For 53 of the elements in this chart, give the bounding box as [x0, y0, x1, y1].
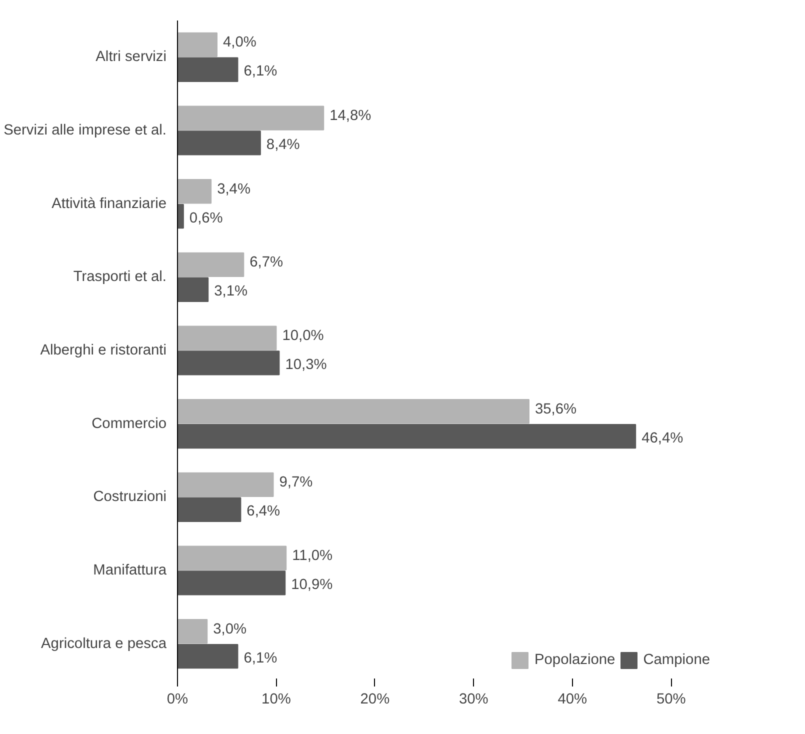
- bar: [178, 644, 238, 669]
- bar: [178, 204, 184, 229]
- bar: [178, 252, 244, 278]
- legend-label: Campione: [643, 652, 710, 668]
- bar: [178, 619, 208, 644]
- data-label: 35,6%: [534, 401, 577, 418]
- data-label: 10,9%: [291, 576, 333, 593]
- data-label: 10,0%: [282, 328, 324, 344]
- x-tick-label: 50%: [656, 692, 686, 708]
- bar: [178, 277, 209, 302]
- data-label: 3,1%: [214, 284, 248, 300]
- bar: [178, 350, 280, 376]
- data-label: 14,8%: [330, 108, 372, 124]
- y-tick-label: Attività finanziarie: [52, 196, 167, 212]
- data-label: 10,3%: [285, 356, 327, 373]
- y-tick-label: Servizi alle imprese et al.: [4, 122, 167, 138]
- y-tick-label: Costruzioni: [93, 489, 167, 506]
- data-label: 6,7%: [250, 254, 284, 271]
- data-label: 46,4%: [642, 430, 684, 446]
- y-tick-label: Commercio: [92, 416, 166, 432]
- bar: [178, 472, 274, 498]
- data-label: 0,6%: [189, 210, 223, 226]
- y-tick-label: Altri servizi: [96, 49, 167, 66]
- x-tick-label: 40%: [558, 692, 588, 708]
- y-tick-label: Trasporti et al.: [73, 269, 167, 286]
- data-label: 6,1%: [244, 650, 278, 666]
- x-tick-label: 30%: [459, 692, 488, 708]
- bar: [178, 106, 324, 130]
- bar: [178, 179, 212, 204]
- bar: [178, 424, 636, 449]
- bar: [178, 57, 238, 82]
- data-label: 8,4%: [266, 136, 300, 153]
- bar: [178, 399, 530, 424]
- bar: [178, 546, 287, 570]
- bar: [178, 497, 242, 522]
- bar: [178, 130, 261, 156]
- data-label: 3,0%: [213, 621, 247, 638]
- x-tick-label: 10%: [262, 692, 291, 708]
- data-label: 9,7%: [279, 474, 313, 491]
- data-label: 3,4%: [217, 181, 250, 198]
- data-label: 6,4%: [246, 504, 280, 520]
- data-label: 4,0%: [222, 34, 256, 51]
- y-tick-label: Agricoltura e pesca: [41, 636, 168, 652]
- bar: [178, 32, 218, 58]
- data-label: 11,0%: [292, 548, 333, 564]
- bar: [178, 326, 277, 350]
- legend-label: Popolazione: [534, 652, 616, 668]
- x-tick-label: 0%: [166, 692, 188, 708]
- y-tick-label: Manifattura: [93, 562, 168, 578]
- y-tick-label: Alberghi e ristoranti: [40, 342, 167, 358]
- x-tick-label: 20%: [360, 692, 390, 708]
- data-label: 6,1%: [244, 64, 278, 80]
- bar: [178, 570, 286, 596]
